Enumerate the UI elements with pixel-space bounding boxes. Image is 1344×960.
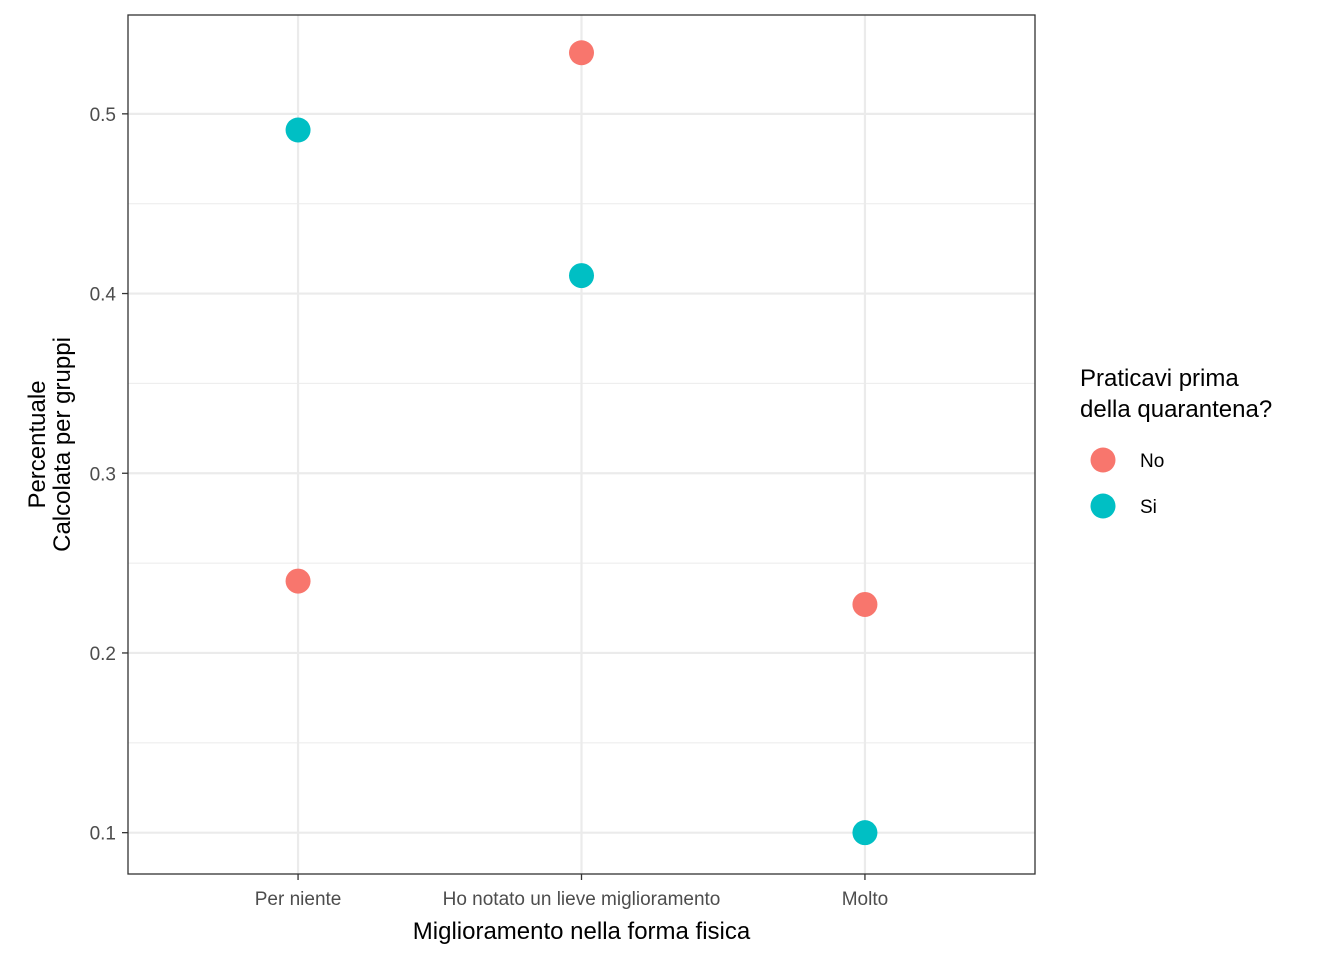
legend-title-line1: Praticavi prima [1080,365,1239,392]
y-axis-title-line2: Calcolata per gruppi [49,337,76,552]
legend-label-no: No [1140,451,1164,472]
major-gridlines [128,15,1035,874]
legend-items: No Si [1090,447,1164,519]
x-axis-title: Miglioramento nella forma fisica [413,918,751,945]
data-points [285,40,878,846]
point-si-0 [285,117,311,143]
point-no-0 [285,568,311,594]
point-si-1 [569,263,594,289]
x-tick-label: Ho notato un lieve miglioramento [443,889,721,910]
legend: Praticavi prima della quarantena? No Si [1080,365,1272,519]
legend-title-line2: della quarantena? [1080,396,1272,423]
x-axis: Per niente Ho notato un lieve miglioramen… [255,874,888,910]
legend-key-no [1090,447,1116,473]
y-axis: 0.1 0.2 0.3 0.4 0.5 [90,105,128,845]
y-tick-label: 0.5 [90,105,116,126]
y-tick-label: 0.1 [90,824,116,845]
legend-label-si: Si [1140,497,1157,518]
legend-key-si [1090,493,1116,519]
x-tick-label: Molto [842,889,888,910]
y-tick-label: 0.3 [90,464,116,485]
point-no-2 [852,591,878,617]
y-tick-label: 0.2 [90,644,116,665]
y-tick-label: 0.4 [90,285,117,306]
x-tick-label: Per niente [255,889,342,910]
y-axis-title-line1: Percentuale [24,380,51,508]
point-si-2 [852,820,878,846]
point-no-1 [569,40,594,66]
